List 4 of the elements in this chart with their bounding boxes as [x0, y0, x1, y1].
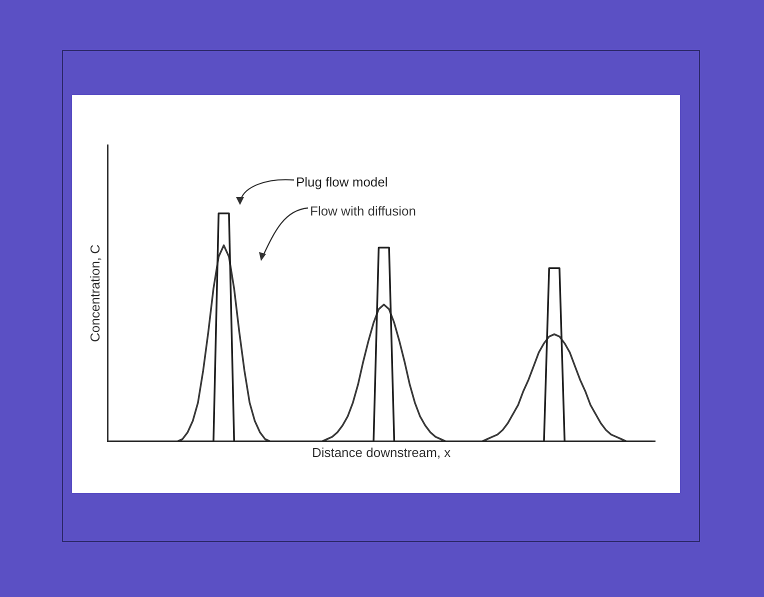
x-axis-title: Distance downstream, x — [312, 444, 452, 460]
y-axis-title: Concentration, C — [87, 244, 102, 342]
text: Plug flow model — [296, 174, 388, 190]
text: Flow with diffusion — [310, 204, 416, 219]
